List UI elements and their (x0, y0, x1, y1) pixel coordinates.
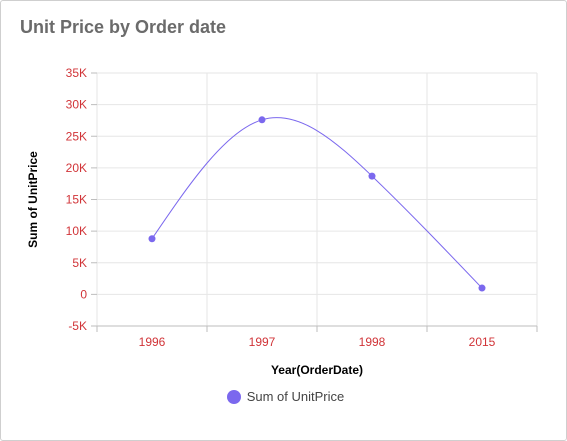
y-axis-title: Sum of UnitPrice (26, 151, 40, 248)
widget-title: Unit Price by Order date (20, 17, 227, 37)
series-line (151, 117, 483, 289)
legend-marker-icon (226, 389, 241, 404)
y-tick-label: 20K (66, 161, 87, 175)
data-point[interactable] (368, 172, 376, 180)
legend-label: Sum of UnitPrice (246, 389, 345, 404)
legend: Sum of UnitPrice (0, 389, 567, 404)
y-tick-label: 25K (66, 129, 87, 143)
legend-item-sum-of-unitprice[interactable]: Sum of UnitPrice (226, 389, 345, 404)
y-tick-label: 15K (66, 193, 87, 207)
data-point[interactable] (258, 116, 266, 124)
y-tick-label: 10K (66, 224, 87, 238)
y-tick-label: 0 (80, 287, 87, 301)
x-tick-label: 1998 (359, 335, 386, 349)
y-tick-label: -5K (68, 319, 87, 333)
x-tick-label: 2015 (469, 335, 496, 349)
x-tick-label: 1997 (249, 335, 276, 349)
x-axis-title: Year(OrderDate) (271, 363, 363, 377)
y-tick-label: 5K (72, 256, 87, 270)
data-point[interactable] (148, 235, 156, 243)
x-tick-label: 1996 (139, 335, 166, 349)
data-point[interactable] (478, 284, 486, 292)
y-tick-label: 35K (66, 66, 87, 80)
y-tick-label: 30K (66, 98, 87, 112)
